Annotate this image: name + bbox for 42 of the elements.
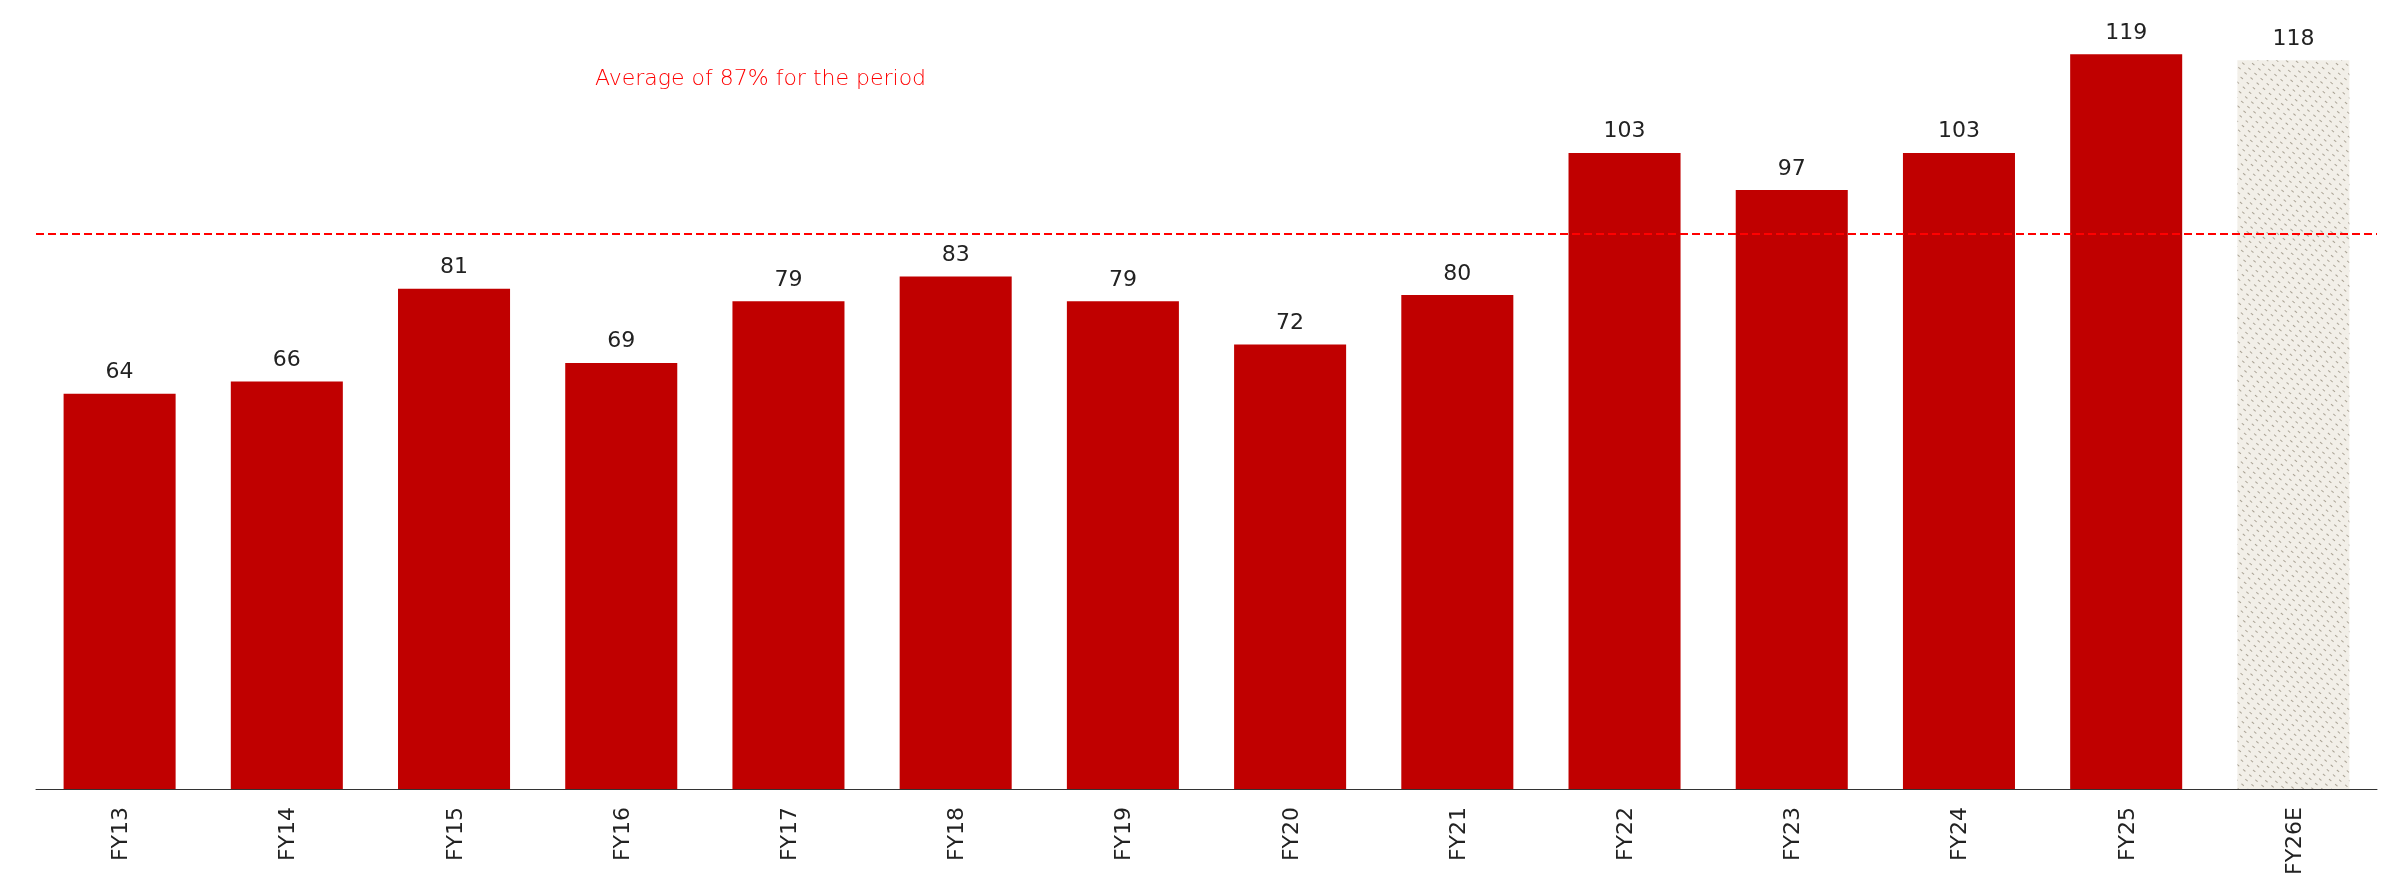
bar [1902, 152, 2015, 790]
data-label: 80 [1443, 259, 1472, 285]
bar [899, 276, 1012, 790]
bar [398, 288, 511, 790]
x-tick-label: FY24 [1946, 807, 1972, 862]
x-tick-label: FY13 [107, 807, 133, 862]
bar [1735, 190, 1848, 790]
ref-line-label: Average of 87% for the period [595, 64, 927, 90]
data-label: 64 [105, 358, 134, 384]
x-tick-label: FY16 [608, 807, 634, 862]
data-label: 79 [1108, 265, 1137, 291]
x-tick-label: FY26E [2280, 807, 2306, 876]
bar [2070, 54, 2183, 790]
data-label: 103 [1937, 117, 1980, 143]
x-tick-label: FY21 [1444, 807, 1470, 862]
data-label: 81 [440, 253, 469, 279]
x-tick-label: FY14 [274, 807, 300, 862]
data-label: 103 [1603, 117, 1646, 143]
data-label: 118 [2272, 24, 2315, 50]
bar [230, 381, 343, 790]
bar [1568, 152, 1681, 790]
data-label: 69 [607, 327, 636, 353]
bar [63, 393, 176, 790]
data-label: 66 [272, 345, 301, 371]
x-tick-label: FY19 [1110, 807, 1136, 862]
x-tick-label: FY20 [1277, 807, 1303, 862]
x-tick-label: FY22 [1612, 807, 1638, 862]
data-label: 79 [774, 265, 803, 291]
data-label: 72 [1276, 308, 1305, 334]
x-tick-label: FY17 [775, 807, 801, 862]
x-tick-label: FY18 [943, 807, 969, 862]
data-label: 119 [2105, 18, 2148, 44]
bar [565, 362, 678, 790]
bar [1234, 344, 1347, 790]
data-label: 83 [941, 240, 970, 266]
x-tick-label: FY23 [1779, 807, 1805, 862]
x-tick-label: FY15 [441, 807, 467, 862]
bar [1401, 295, 1514, 790]
data-label: 97 [1777, 154, 1806, 180]
bar [732, 301, 845, 790]
x-tick-label: FY25 [2113, 807, 2139, 862]
bar [1066, 301, 1179, 790]
